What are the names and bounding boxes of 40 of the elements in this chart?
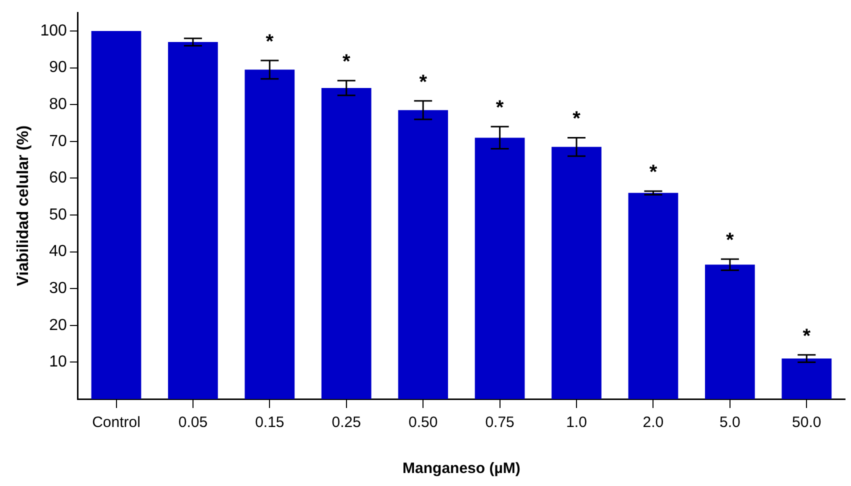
annotation: * bbox=[342, 51, 350, 74]
annotation: * bbox=[726, 230, 734, 252]
y-tick-label: 100 bbox=[40, 22, 67, 40]
y-tick-label: 20 bbox=[49, 316, 67, 334]
x-tick-label: 50.0 bbox=[792, 414, 822, 432]
y-tick-label: 80 bbox=[49, 96, 67, 114]
y-tick-label: 30 bbox=[49, 280, 67, 298]
y-tick-label: 60 bbox=[49, 170, 67, 187]
bar bbox=[628, 192, 678, 399]
bar bbox=[91, 31, 142, 399]
x-tick-label: 0.25 bbox=[332, 414, 361, 432]
x-axis-title: Manganeso (µM) bbox=[402, 460, 520, 478]
y-tick-label: 90 bbox=[49, 59, 67, 76]
annotation: * bbox=[802, 325, 811, 348]
annotation: * bbox=[649, 162, 658, 184]
annotation: * bbox=[266, 30, 274, 53]
bar bbox=[244, 70, 295, 399]
x-tick-label: 0.50 bbox=[408, 414, 438, 432]
bar bbox=[552, 146, 602, 399]
y-tick-label: 40 bbox=[49, 243, 67, 260]
x-tick-label: 1.0 bbox=[566, 414, 587, 432]
x-tick-label: 5.0 bbox=[720, 414, 740, 432]
x-tick-label: 0.75 bbox=[485, 414, 514, 432]
bar bbox=[321, 88, 372, 399]
annotation: * bbox=[496, 97, 504, 120]
y-tick-label: 10 bbox=[49, 354, 67, 371]
bar bbox=[168, 42, 218, 399]
x-tick-label: 0.05 bbox=[178, 414, 208, 432]
y-tick-label: 50 bbox=[49, 206, 67, 224]
x-tick-label: Control bbox=[92, 414, 140, 432]
x-tick-label: 0.15 bbox=[255, 414, 284, 432]
x-tick-label: 2.0 bbox=[642, 414, 664, 432]
annotation: * bbox=[572, 108, 581, 130]
bar bbox=[705, 264, 755, 399]
bar bbox=[474, 138, 525, 399]
y-axis-title: Viabilidad celular (%) bbox=[15, 125, 32, 286]
bar bbox=[398, 110, 448, 399]
bar bbox=[782, 358, 832, 399]
annotation: * bbox=[419, 71, 428, 94]
y-tick-label: 70 bbox=[49, 132, 67, 150]
